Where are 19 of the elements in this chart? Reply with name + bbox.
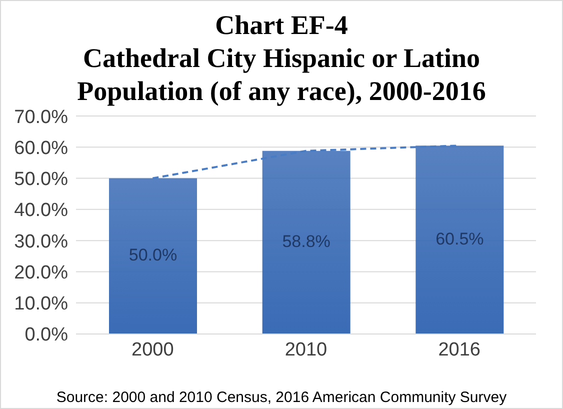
data-label: 60.5% [436, 229, 484, 248]
source-note: Source: 2000 and 2010 Census, 2016 American Community Survey [55, 389, 508, 406]
bar [416, 146, 504, 334]
y-tick-label: 40.0% [14, 200, 68, 222]
y-tick-label: 20.0% [14, 262, 68, 284]
x-tick-label: 2016 [438, 339, 480, 360]
bar [262, 150, 350, 334]
bar [109, 178, 197, 334]
data-label: 50.0% [128, 246, 178, 265]
y-tick-label: 30.0% [14, 231, 68, 252]
x-tick-label: 2000 [132, 339, 174, 360]
y-tick-label: 60.0% [14, 138, 68, 159]
y-tick-label: 10.0% [14, 294, 68, 315]
data-label: 58.8% [282, 232, 330, 251]
x-tick-label: 2010 [284, 339, 328, 360]
chart-title: Chart EF-4 Cathedral City Hispanic or Latino Population (of any race), 2000-2016 [76, 9, 487, 108]
y-tick-label: 70.0% [14, 106, 68, 128]
y-tick-label: 0.0% [24, 324, 68, 346]
y-tick-label: 50.0% [14, 169, 68, 190]
